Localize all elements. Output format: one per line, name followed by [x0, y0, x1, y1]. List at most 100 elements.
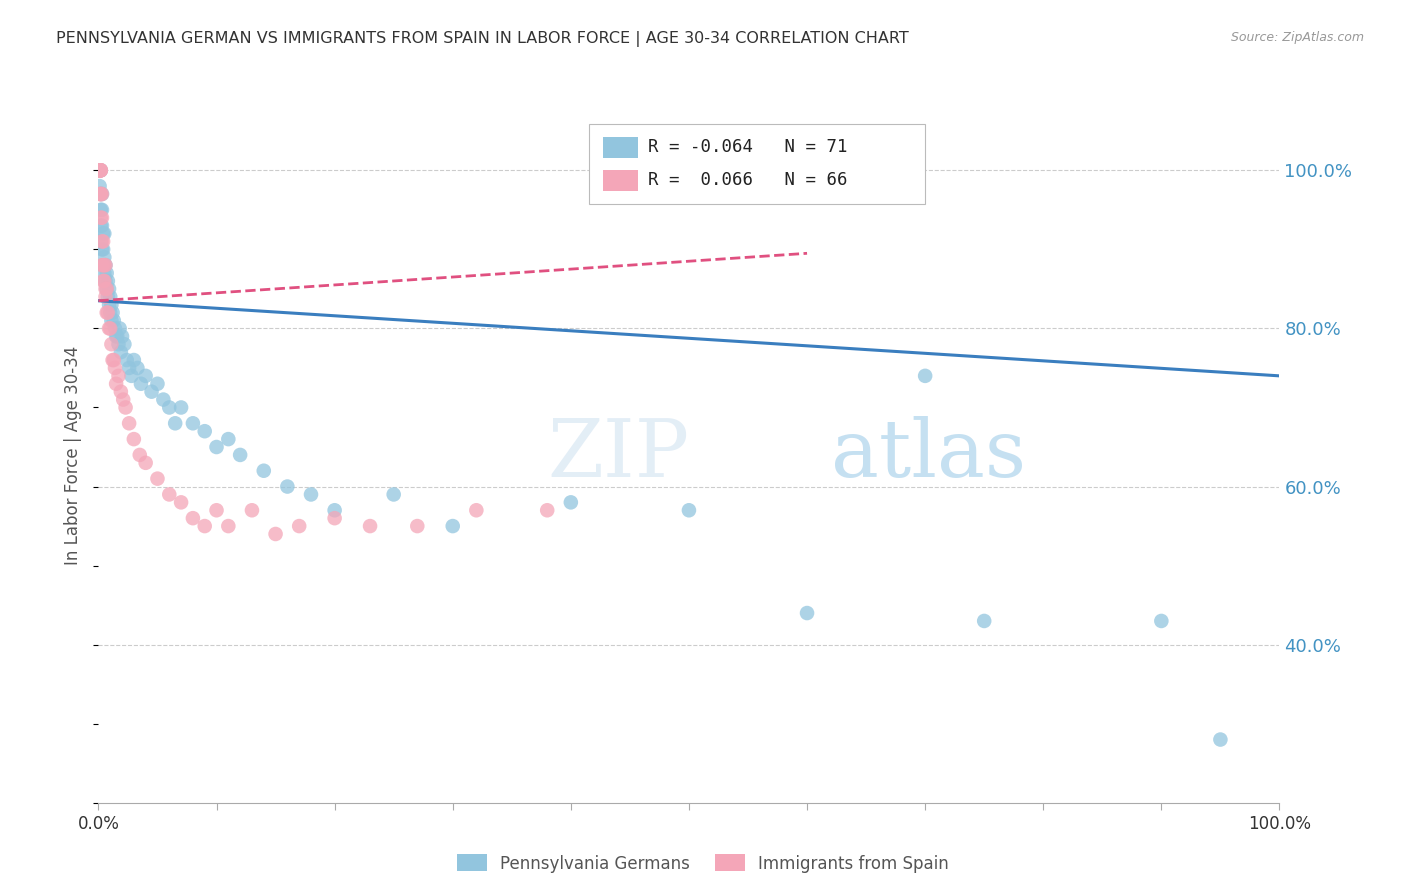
Point: [91, 187, 114, 202]
Point: [90, 202, 112, 217]
Point: [91, 243, 114, 257]
Point: [89, 163, 111, 178]
Point: [103, 353, 125, 368]
Point: [114, 401, 136, 415]
Point: [91, 235, 114, 249]
Point: [96, 282, 118, 296]
Point: [89, 163, 111, 178]
Bar: [603, 169, 638, 191]
Point: [91, 258, 114, 272]
Point: [181, 417, 204, 431]
Point: [110, 345, 132, 359]
Point: [90, 163, 112, 178]
Point: [170, 401, 193, 415]
Point: [97, 290, 120, 304]
Point: [96, 282, 118, 296]
Point: [111, 329, 134, 343]
Point: [152, 392, 174, 407]
Text: Source: ZipAtlas.com: Source: ZipAtlas.com: [1230, 31, 1364, 45]
Point: [91, 274, 114, 288]
Point: [441, 519, 464, 533]
Point: [90, 187, 112, 202]
Point: [97, 274, 120, 288]
Point: [93, 258, 115, 272]
Y-axis label: In Labor Force | Age 30-34: In Labor Force | Age 30-34: [65, 345, 83, 565]
Point: [90, 187, 112, 202]
Point: [94, 290, 117, 304]
Point: [299, 487, 322, 501]
Point: [205, 440, 228, 454]
Point: [560, 495, 582, 509]
Point: [98, 321, 121, 335]
Point: [90, 187, 112, 202]
Point: [90, 211, 112, 225]
Point: [89, 163, 111, 178]
Point: [678, 503, 700, 517]
Point: [103, 313, 125, 327]
Point: [118, 361, 141, 376]
Point: [89, 179, 111, 194]
Point: [108, 321, 131, 335]
Point: [382, 487, 405, 501]
Point: [91, 187, 114, 202]
Point: [90, 219, 112, 233]
Point: [89, 163, 111, 178]
Point: [89, 163, 111, 178]
Point: [121, 368, 143, 383]
Point: [165, 417, 187, 431]
Point: [276, 479, 298, 493]
Point: [129, 376, 152, 391]
Point: [110, 384, 132, 399]
Text: R = -0.064   N = 71: R = -0.064 N = 71: [648, 138, 846, 156]
Point: [112, 392, 135, 407]
Point: [96, 266, 118, 280]
Point: [89, 163, 111, 178]
Legend: Pennsylvania Germans, Immigrants from Spain: Pennsylvania Germans, Immigrants from Sp…: [450, 847, 956, 880]
Point: [90, 163, 112, 178]
Point: [181, 511, 204, 525]
Point: [323, 511, 346, 525]
Point: [205, 503, 228, 517]
Point: [94, 258, 117, 272]
Point: [115, 353, 138, 368]
Point: [101, 305, 124, 319]
Point: [89, 187, 111, 202]
Point: [91, 219, 114, 233]
Point: [122, 353, 145, 368]
Point: [128, 448, 150, 462]
Text: PENNSYLVANIA GERMAN VS IMMIGRANTS FROM SPAIN IN LABOR FORCE | AGE 30-34 CORRELAT: PENNSYLVANIA GERMAN VS IMMIGRANTS FROM S…: [56, 31, 910, 47]
Point: [89, 163, 111, 178]
Point: [91, 211, 114, 225]
Point: [91, 227, 114, 241]
Point: [141, 384, 163, 399]
Point: [288, 519, 311, 533]
Point: [98, 290, 121, 304]
Point: [194, 519, 217, 533]
Point: [89, 163, 111, 178]
Point: [135, 456, 157, 470]
Point: [89, 163, 111, 178]
Point: [135, 368, 157, 383]
Point: [157, 487, 180, 501]
Point: [104, 321, 127, 335]
Point: [157, 401, 180, 415]
Point: [217, 519, 239, 533]
Point: [89, 163, 111, 178]
Point: [98, 305, 121, 319]
Point: [264, 527, 287, 541]
Point: [118, 417, 141, 431]
Point: [406, 519, 429, 533]
Point: [94, 274, 117, 288]
Point: [104, 361, 127, 376]
Text: ZIP: ZIP: [547, 416, 689, 494]
Bar: [603, 137, 638, 158]
Point: [100, 337, 122, 351]
Point: [229, 448, 252, 462]
Point: [93, 250, 115, 264]
Point: [796, 606, 818, 620]
Point: [127, 361, 149, 376]
Point: [98, 298, 121, 312]
Point: [91, 235, 114, 249]
Point: [97, 305, 120, 319]
Point: [101, 353, 124, 368]
